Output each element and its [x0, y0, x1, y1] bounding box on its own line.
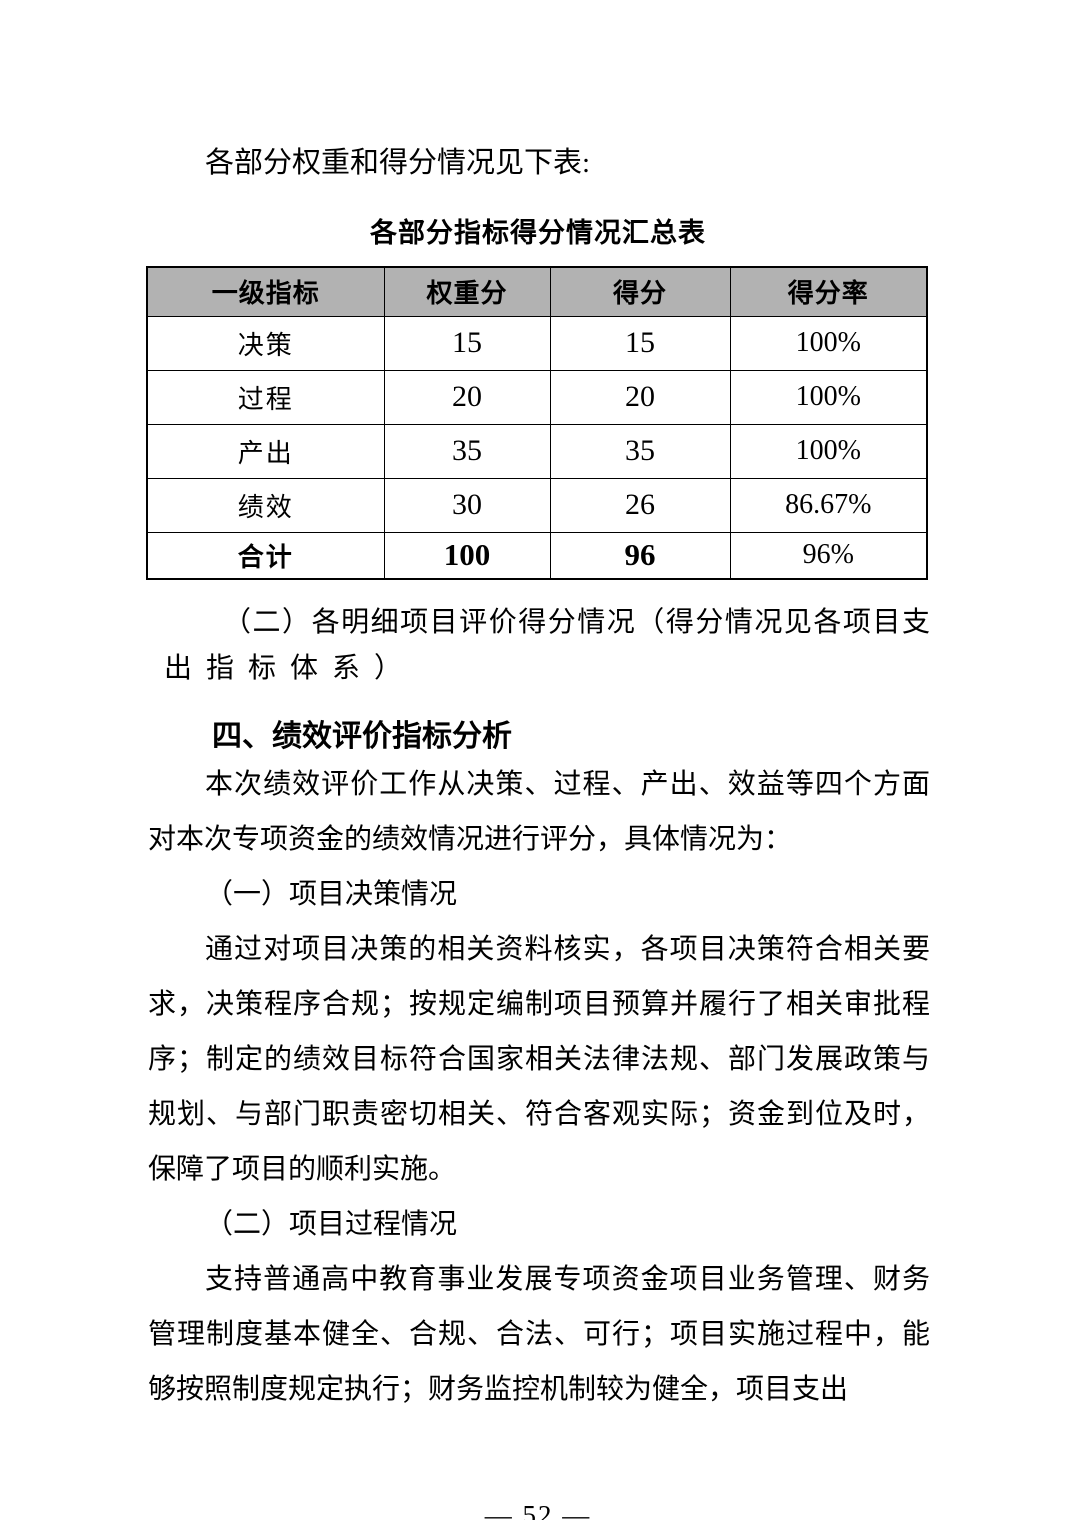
page-number: — 52 —	[484, 1500, 592, 1520]
header-cell-weight: 权重分	[383, 266, 551, 317]
cell-weight: 30	[383, 477, 551, 533]
cell-score: 96	[549, 531, 731, 580]
header-cell-indicator: 一级指标	[146, 266, 385, 317]
cell-weight: 15	[383, 315, 551, 371]
table-row: 决策 15 15 100%	[146, 315, 928, 371]
cell-weight: 35	[383, 423, 551, 479]
cell-rate: 100%	[729, 315, 928, 371]
cell-weight: 100	[383, 531, 551, 580]
header-cell-score: 得分	[549, 266, 731, 317]
cell-indicator: 决策	[146, 315, 385, 371]
process-para-line: 够按照制度规定执行；财务监控机制较为健全，项目支出	[148, 1374, 849, 1405]
cell-rate: 100%	[729, 423, 928, 479]
overview-line: 本次绩效评价工作从决策、过程、产出、效益等四个方面	[205, 769, 930, 800]
table-header-row: 一级指标 权重分 得分 得分率	[146, 266, 928, 317]
table-total-row: 合计 100 96 96%	[146, 531, 928, 580]
header-cell-rate: 得分率	[729, 266, 928, 317]
cell-rate: 96%	[729, 531, 928, 580]
section-heading-analysis: 四、绩效评价指标分析	[212, 720, 512, 753]
decision-para-line: 序；制定的绩效目标符合国家相关法律法规、部门发展政策与	[148, 1044, 930, 1075]
decision-para-line: 求，决策程序合规；按规定编制项目预算并履行了相关审批程	[148, 989, 930, 1020]
subheading-decision: （一）项目决策情况	[205, 879, 458, 910]
cell-score: 20	[549, 369, 731, 425]
cell-indicator: 绩效	[146, 477, 385, 533]
decision-para-line: 通过对项目决策的相关资料核实，各项目决策符合相关要	[205, 934, 930, 965]
overview-line: 对本次专项资金的绩效情况进行评分，具体情况为：	[148, 824, 793, 855]
process-para-line: 管理制度基本健全、合规、合法、可行；项目实施过程中，能	[148, 1319, 930, 1350]
cell-indicator: 产出	[146, 423, 385, 479]
cell-indicator: 过程	[146, 369, 385, 425]
cell-indicator: 合计	[146, 531, 385, 580]
summary-table: 一级指标 权重分 得分 得分率 决策 15 15 100% 过程 20 20 1…	[146, 266, 928, 580]
cell-score: 26	[549, 477, 731, 533]
cell-score: 35	[549, 423, 731, 479]
intro-paragraph: 各部分权重和得分情况见下表:	[205, 147, 591, 179]
subheading-process: （二）项目过程情况	[205, 1209, 458, 1240]
cell-rate: 100%	[729, 369, 928, 425]
table-row: 过程 20 20 100%	[146, 369, 928, 425]
decision-para-line: 保障了项目的顺利实施。	[148, 1154, 457, 1185]
table-row: 产出 35 35 100%	[146, 423, 928, 479]
table-row: 绩效 30 26 86.67%	[146, 477, 928, 533]
cell-score: 15	[549, 315, 731, 371]
table-title: 各部分指标得分情况汇总表	[370, 218, 706, 248]
cell-weight: 20	[383, 369, 551, 425]
process-para-line: 支持普通高中教育事业发展专项资金项目业务管理、财务	[205, 1264, 930, 1295]
decision-para-line: 规划、与部门职责密切相关、符合客观实际；资金到位及时，	[148, 1099, 930, 1130]
detail-note-line: 出指标体系）	[164, 653, 417, 684]
cell-rate: 86.67%	[729, 477, 928, 533]
detail-note-line: （二）各明细项目评价得分情况（得分情况见各项目支	[223, 607, 930, 638]
